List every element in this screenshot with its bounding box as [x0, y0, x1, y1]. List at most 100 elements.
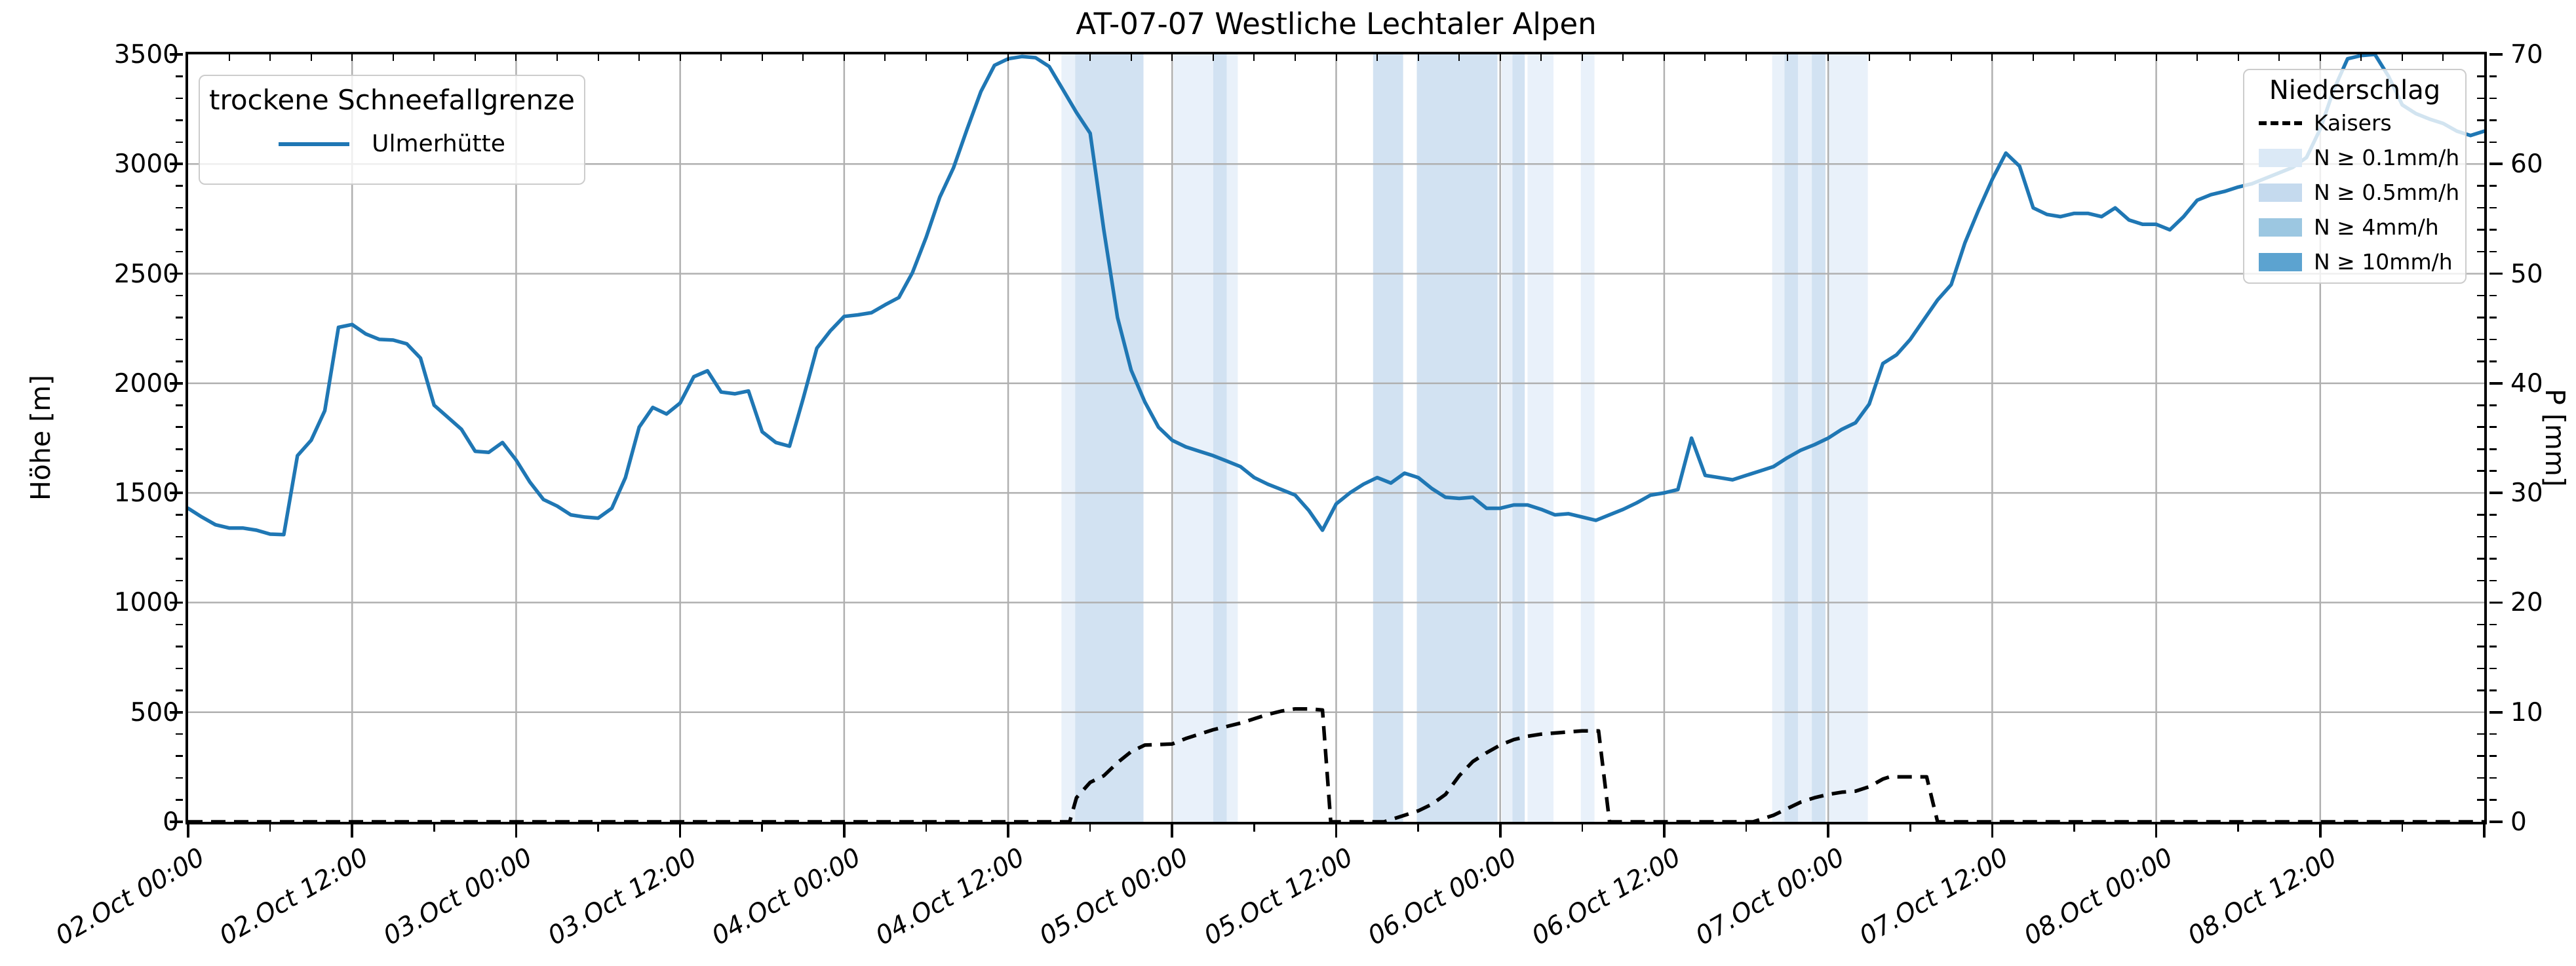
- x-tick-top-inner: [843, 54, 845, 61]
- x-tick-top-inner: [1581, 54, 1583, 61]
- x-tick-top-inner: [2401, 54, 2403, 61]
- y-right-tick: [2489, 623, 2497, 626]
- y-right-tick: [2489, 755, 2497, 757]
- y-left-tick: [176, 75, 183, 77]
- precip-band: [1373, 54, 1403, 822]
- series-ulmerhuette-line: [188, 54, 2484, 537]
- y-right-tick-inner: [2477, 317, 2484, 319]
- y-right-tick: [2489, 163, 2503, 166]
- y-right-tick-inner: [2477, 623, 2484, 626]
- x-tick-top-inner: [1909, 54, 1911, 61]
- x-tick-top-inner: [351, 54, 353, 61]
- x-tick-top-inner: [310, 54, 312, 61]
- precip-band: [1812, 54, 1825, 822]
- x-tick-top-inner: [1089, 54, 1091, 61]
- x-tick-top-inner: [966, 54, 968, 61]
- y-left-tick: [176, 206, 183, 209]
- x-tick-top-inner: [2237, 54, 2239, 61]
- x-tick-top-inner: [1950, 54, 1952, 61]
- y-right-tick: [2489, 404, 2497, 406]
- x-tick: [1991, 824, 1994, 838]
- y-left-tick: [176, 360, 183, 362]
- legend-snowline-entries: Ulmerhütte: [200, 130, 584, 157]
- x-tick-top-inner: [1704, 54, 1706, 61]
- x-tick: [1827, 824, 1829, 838]
- precip-band: [1772, 54, 1785, 822]
- x-tick-top-inner: [679, 54, 681, 61]
- x-tick: [515, 824, 518, 838]
- color-patch-icon: [2259, 183, 2302, 202]
- y-right-tick: [2489, 97, 2497, 100]
- x-tick-top-inner: [1417, 54, 1419, 61]
- legend-entry-label: N ≥ 4mm/h: [2314, 214, 2439, 240]
- x-tick: [351, 824, 353, 838]
- x-tick: [1089, 824, 1091, 832]
- x-tick-top-inner: [228, 54, 230, 61]
- y-right-tick-inner: [2477, 448, 2484, 450]
- precip-band: [1828, 54, 1868, 822]
- y-right-tick-inner: [2477, 646, 2484, 647]
- y-right-tick: [2489, 733, 2497, 735]
- legend-entry-label: N ≥ 0.5mm/h: [2314, 180, 2460, 205]
- y-right-tick-inner: [2477, 733, 2484, 735]
- color-patch-icon: [2259, 148, 2302, 167]
- x-tick: [2401, 824, 2404, 832]
- legend-entry-label: Ulmerhütte: [372, 130, 505, 157]
- y-right-tick-inner: [2477, 667, 2484, 670]
- y-right-tick: [2489, 119, 2497, 121]
- x-tick: [597, 824, 599, 832]
- x-tick-top-inner: [1663, 54, 1665, 61]
- x-tick-top-inner: [1746, 54, 1747, 61]
- y-right-tick: [2489, 470, 2497, 472]
- x-tick: [1581, 824, 1584, 832]
- y-left-tick: [176, 514, 183, 516]
- x-tick-top-inner: [1007, 54, 1009, 61]
- y-left-tick-label: 2000: [113, 368, 179, 398]
- x-tick: [433, 824, 435, 832]
- y-right-tick-label: 30: [2510, 478, 2543, 509]
- x-tick-top-inner: [761, 54, 763, 61]
- precip-band: [1527, 54, 1554, 822]
- x-tick: [2318, 824, 2322, 838]
- y-right-tick-inner: [2477, 97, 2484, 100]
- x-tick-top-inner: [1294, 54, 1296, 61]
- legend-snowline: trockene Schneefallgrenze Ulmerhütte: [199, 75, 585, 185]
- y-right-tick-label: 0: [2510, 807, 2527, 837]
- x-tick-top-inner: [1827, 54, 1829, 61]
- x-tick-top-inner: [720, 54, 722, 61]
- x-tick-top-inner: [556, 54, 558, 61]
- chart-canvas: [188, 54, 2484, 822]
- x-tick: [2237, 824, 2239, 832]
- x-tick: [1909, 824, 1911, 832]
- y-left-tick-label: 1000: [113, 588, 179, 618]
- y-right-tick: [2489, 250, 2497, 253]
- precip-band: [1226, 54, 1238, 822]
- x-tick: [1007, 824, 1009, 838]
- y-left-tick: [176, 404, 183, 406]
- y-right-tick-label: 40: [2510, 368, 2543, 398]
- y-right-tick: [2489, 382, 2503, 385]
- x-tick-top-inner: [2278, 54, 2280, 61]
- y-left-tick: [176, 317, 183, 319]
- y-right-tick: [2489, 75, 2497, 77]
- y-left-tick: [176, 426, 183, 429]
- precip-band: [1580, 54, 1595, 822]
- y-right-tick: [2489, 317, 2497, 319]
- y-right-tick: [2489, 710, 2503, 714]
- precip-band: [1501, 54, 1513, 822]
- x-tick-top-inner: [1458, 54, 1460, 61]
- y-right-tick: [2489, 777, 2497, 779]
- y-right-tick-label: 60: [2510, 149, 2543, 180]
- y-right-tick-label: 20: [2510, 588, 2543, 618]
- x-tick-top-inner: [1130, 54, 1132, 61]
- y-left-tick: [176, 646, 183, 647]
- y-right-tick-inner: [2477, 141, 2484, 144]
- y-right-tick-inner: [2477, 294, 2484, 297]
- x-tick-top-inner: [597, 54, 599, 61]
- y-right-tick-inner: [2477, 338, 2484, 341]
- legend-precipitation-title: Niederschlag: [2269, 75, 2441, 106]
- x-tick-top-inner: [433, 54, 435, 61]
- x-tick-top-inner: [2360, 54, 2362, 61]
- y-right-tick-label: 50: [2510, 259, 2543, 289]
- y-right-tick-inner: [2477, 426, 2484, 429]
